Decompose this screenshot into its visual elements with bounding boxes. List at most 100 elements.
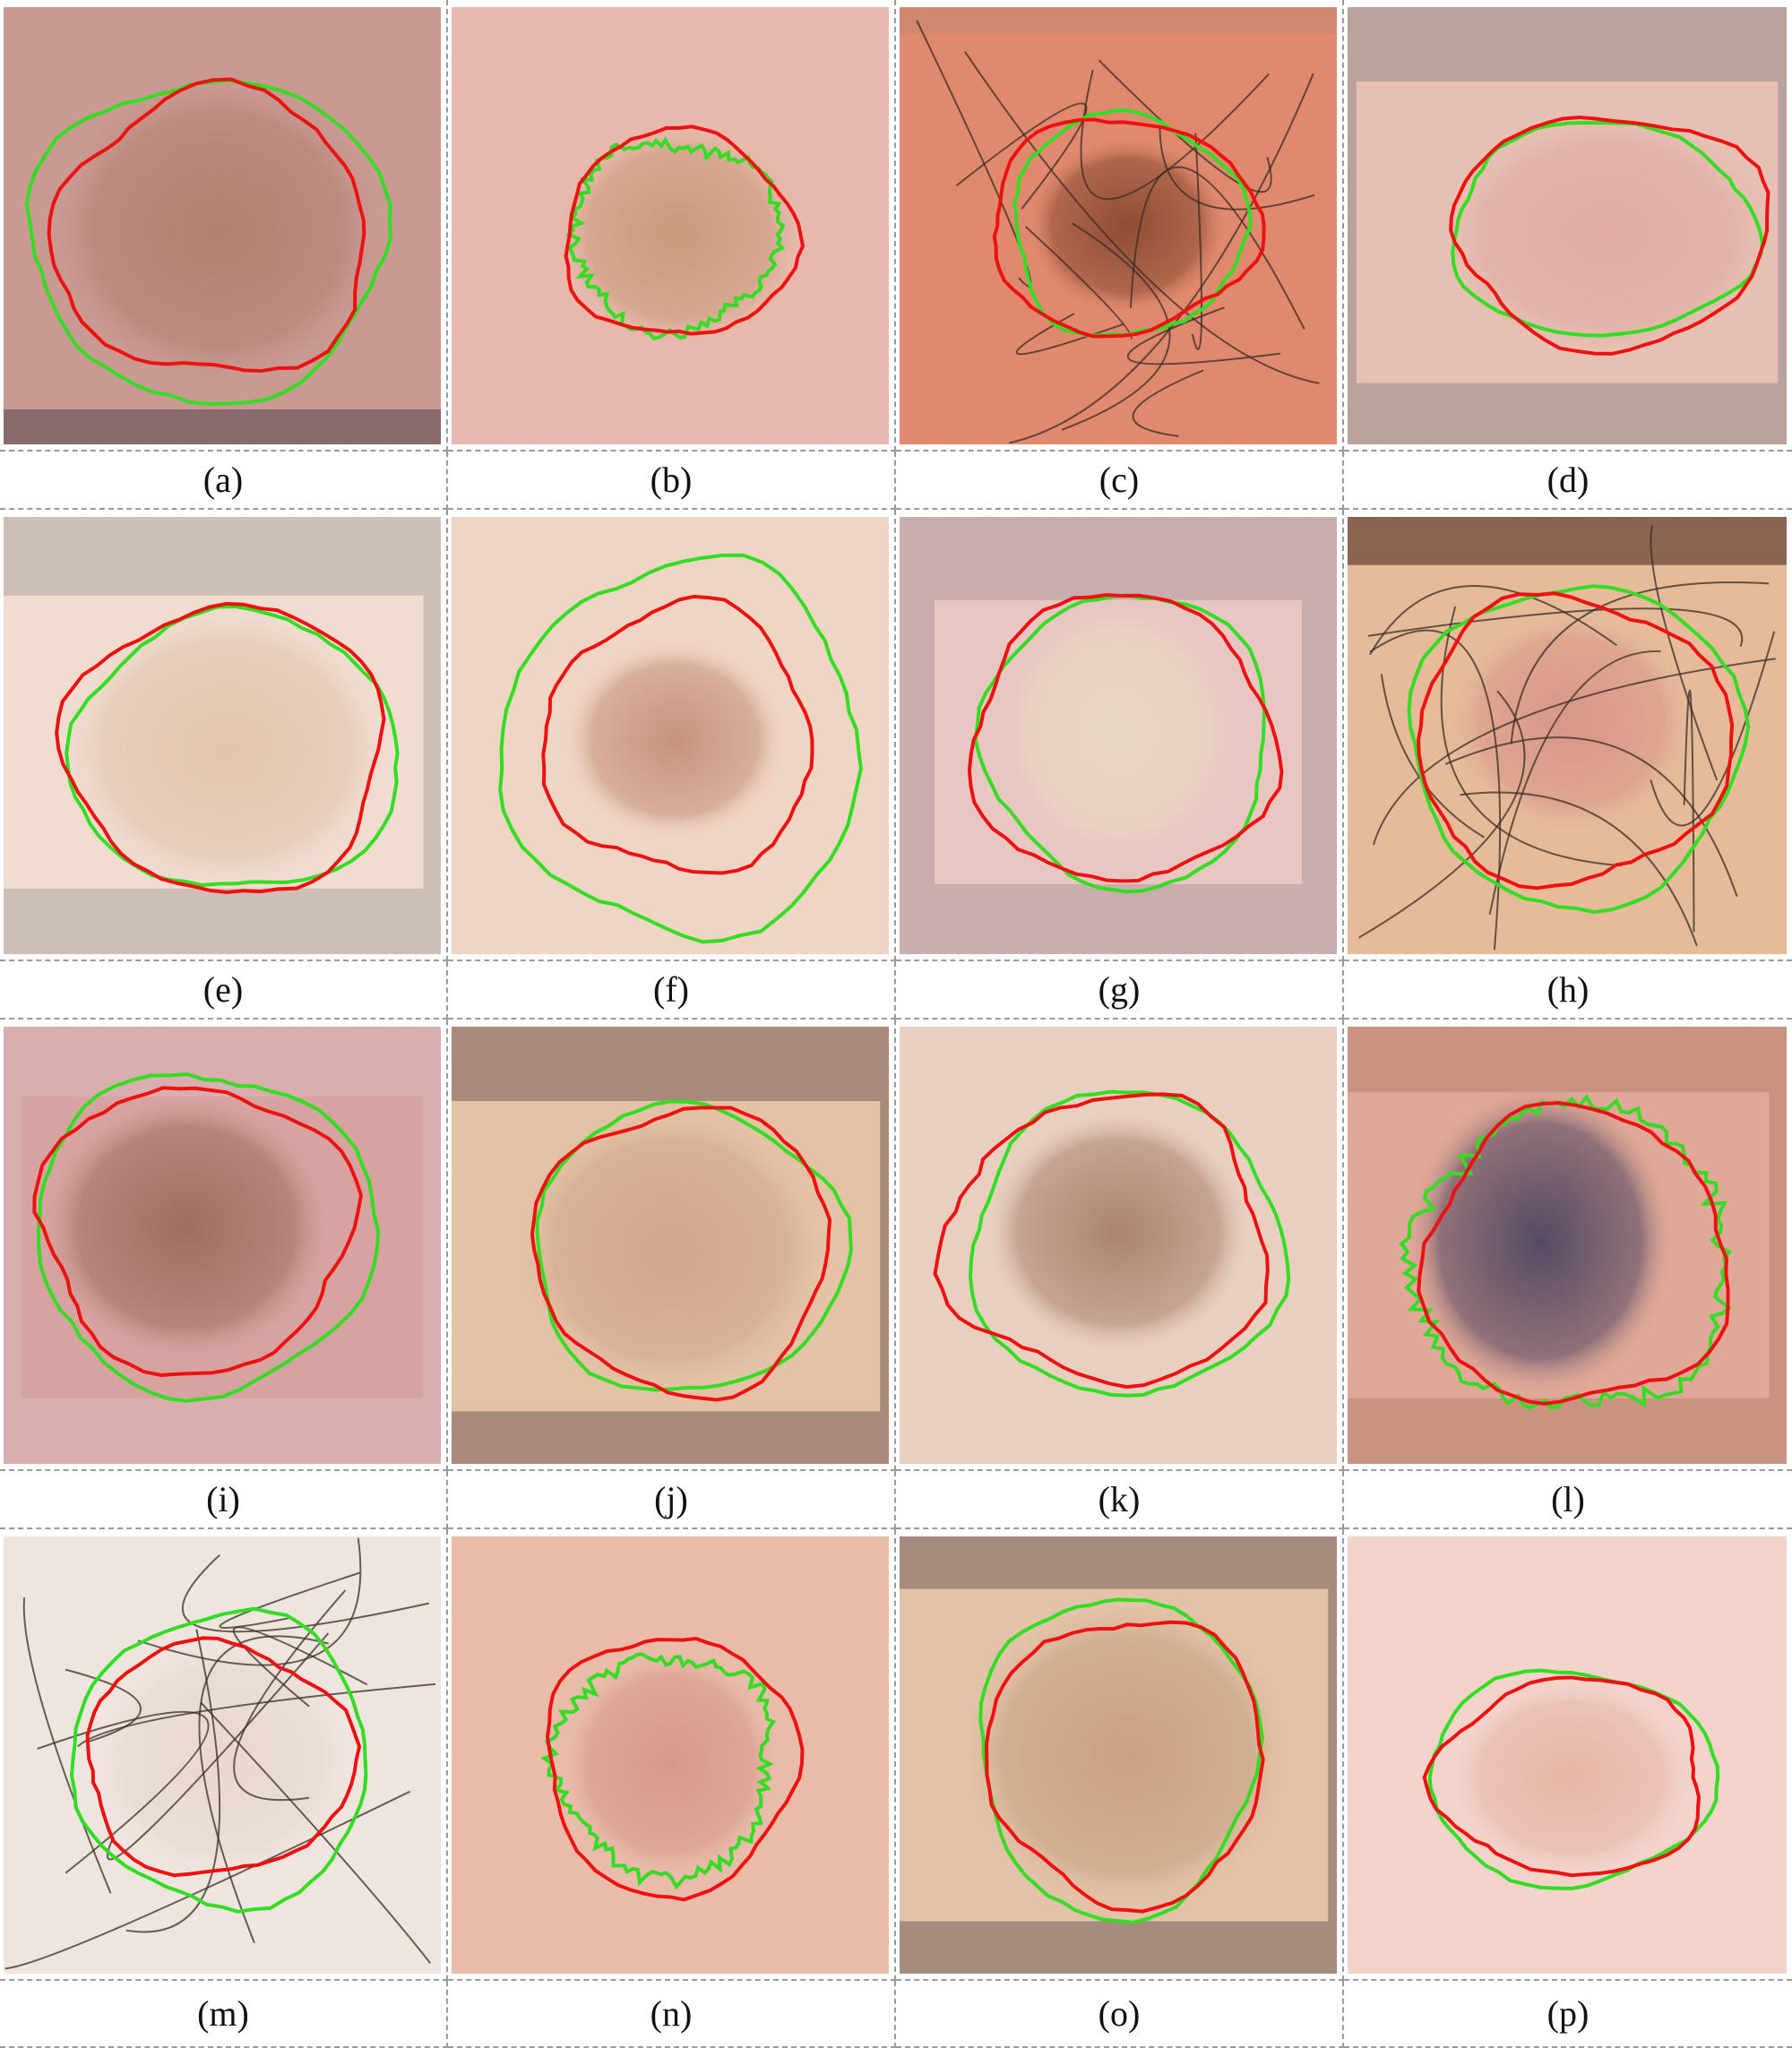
dermoscopy-image-h [1344,510,1792,961]
panel-label: (l) [1551,1479,1585,1519]
lesion [59,604,394,894]
dermoscopy-image-d [1344,0,1792,452]
panel-label-cell: (h) [1344,961,1792,1020]
hair-strand [1650,525,1719,781]
red-contour [32,1086,364,1378]
dermoscopy-image-a [0,0,448,452]
dermoscopy-image-p [1344,1529,1792,1981]
lesion-photo [900,1536,1337,1974]
panel-label-cell: (j) [448,1471,896,1529]
panel-label-cell: (g) [896,961,1344,1020]
dermoscopy-image-g [896,510,1344,961]
panel-label-cell: (f) [448,961,896,1020]
hair-strand [232,1626,368,1708]
lesion-photo [4,1027,441,1464]
hair-strand [1510,581,1770,744]
hair-strand [22,1597,112,1894]
lesion-photo [1348,517,1787,954]
dermoscopy-image-c [896,0,1344,452]
dermoscopy-image-i [0,1020,448,1471]
lesion [960,1598,1295,1912]
panel-label: (p) [1546,1993,1590,2034]
lesion [88,1637,357,1882]
panel-label: (i) [206,1479,240,1519]
hair-strand [1061,222,1171,431]
lesion-photo [900,7,1337,444]
lesion-photo [900,517,1337,954]
red-contour [541,594,814,875]
dermoscopy-image-j [448,1020,896,1471]
hair-strand [1650,631,1776,827]
hair-strand [233,1589,347,1802]
hair-strand [219,1571,360,1629]
panel-label: (e) [202,969,244,1010]
panel-label-cell: (k) [896,1471,1344,1529]
panel-label: (m) [197,1993,249,2034]
hair-strand [1683,689,1695,933]
lesion-photo [452,7,889,444]
panel-label: (a) [202,460,244,500]
green-contour [1012,108,1253,338]
red-contour [1449,115,1770,356]
red-contour [992,117,1266,339]
lesion [50,73,385,387]
lesion-photo [1348,1027,1787,1464]
hair-strand [1380,674,1486,839]
red-contour [530,1106,832,1402]
lesion-photo [1348,7,1787,444]
hair-strand [1080,69,1270,201]
panel-label: (j) [654,1479,688,1519]
panel-label-cell: (l) [1344,1471,1792,1529]
lesion [995,597,1241,865]
lesion [1406,1084,1675,1398]
hair-strand [1444,736,1738,898]
panel-label-cell: (i) [0,1471,448,1529]
lesion [556,123,802,347]
lesion-photo [4,7,441,444]
red-contour [1417,1101,1730,1406]
lesion-photo [452,517,889,954]
lesion [41,1093,332,1362]
hair-strand [1159,127,1315,211]
red-contour [1422,1675,1702,1878]
dermoscopy-image-n [448,1529,896,1981]
lesion [1026,136,1228,315]
green-contour [69,1606,368,1914]
panel-label-cell: (n) [448,1981,896,2048]
hair-strand [1369,585,1618,656]
panel-label-cell: (m) [0,1981,448,2048]
hair-strand [1191,133,1203,350]
panel-label: (o) [1098,1993,1141,2034]
red-contour [933,1092,1270,1390]
panel-label: (k) [1098,1479,1141,1519]
dermoscopy-image-e [0,510,448,961]
red-contour [545,1637,805,1902]
hair-strand [1126,306,1281,366]
lesion [558,1647,782,1881]
panel-label-cell: (p) [1344,1981,1792,2048]
lesion-photo [1348,1536,1787,1974]
panel-label-cell: (o) [896,1981,1344,2048]
lesion-photo [452,1027,889,1464]
dermoscopy-image-f [448,510,896,961]
green-contour [498,553,863,944]
panel-label: (n) [650,1993,693,2034]
panel-label: (g) [1098,969,1141,1010]
lesion [513,1105,827,1395]
hair-strand [1132,369,1204,437]
hair-strand [65,1668,142,1743]
hair-strand [955,102,1088,210]
red-contour [967,593,1284,883]
hair-strand [964,51,1320,384]
dermoscopy-image-k [896,1020,1344,1471]
lesion-photo [900,1027,1337,1464]
hair-strand [77,1682,436,1748]
hair-strand [181,1553,429,1633]
hair-strand [198,1635,329,1944]
lesion [1448,1676,1695,1878]
red-contour [985,1620,1265,1914]
hair-strand [1488,650,1661,915]
panel-label: (d) [1546,460,1590,500]
lesion [1448,610,1695,834]
hair-strand [1372,658,1776,846]
